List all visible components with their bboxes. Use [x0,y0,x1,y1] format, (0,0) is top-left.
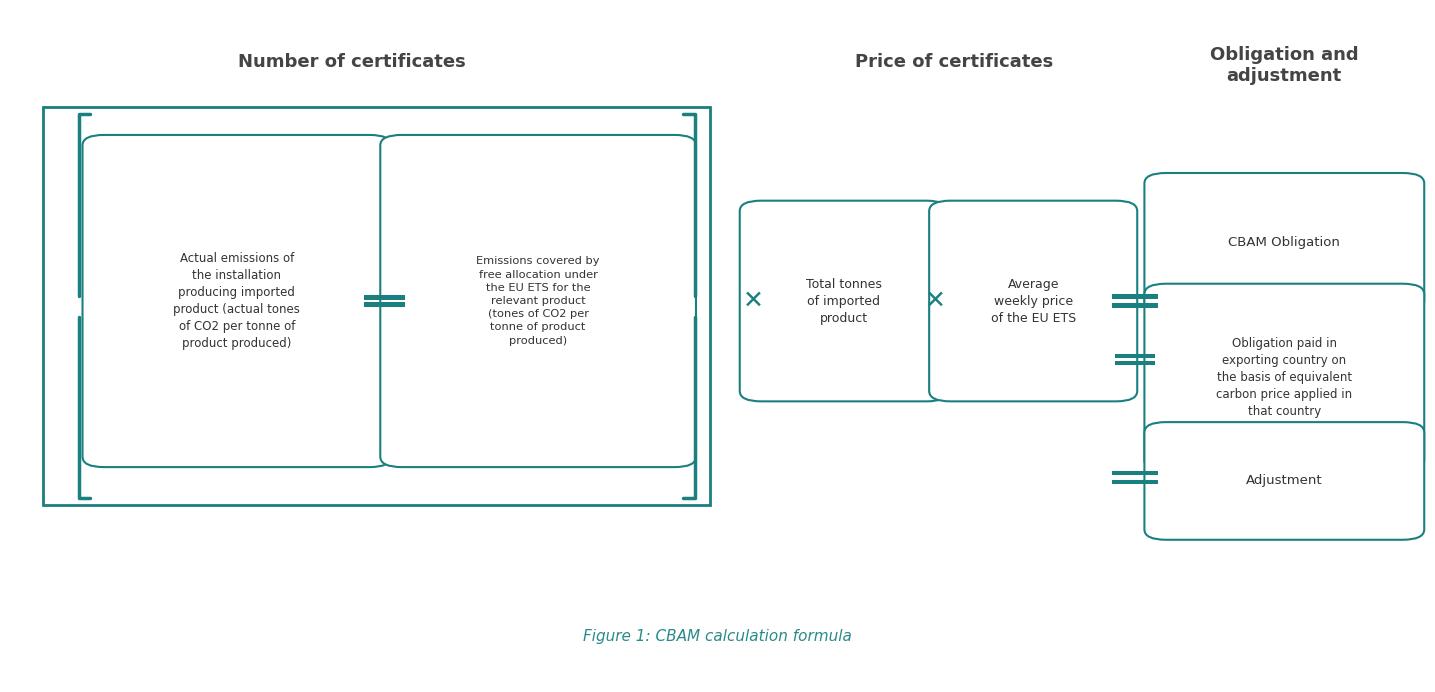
Text: Average
weekly price
of the EU ETS: Average weekly price of the EU ETS [990,277,1076,325]
FancyBboxPatch shape [1115,354,1155,358]
FancyBboxPatch shape [83,135,390,467]
Text: Obligation and
adjustment: Obligation and adjustment [1210,46,1359,85]
Text: Figure 1: CBAM calculation formula: Figure 1: CBAM calculation formula [583,629,852,644]
FancyBboxPatch shape [1145,422,1424,540]
FancyBboxPatch shape [1145,284,1424,471]
FancyBboxPatch shape [364,302,405,307]
Text: Emissions covered by
free allocation under
the EU ETS for the
relevant product
(: Emissions covered by free allocation und… [476,257,600,345]
FancyBboxPatch shape [1112,294,1158,299]
FancyBboxPatch shape [1112,303,1158,308]
Text: Adjustment: Adjustment [1246,475,1323,487]
FancyBboxPatch shape [740,201,947,401]
Text: CBAM Obligation: CBAM Obligation [1228,236,1340,248]
Text: Obligation paid in
exporting country on
the basis of equivalent
carbon price app: Obligation paid in exporting country on … [1217,336,1352,418]
Text: Number of certificates: Number of certificates [238,53,465,71]
FancyBboxPatch shape [1112,471,1158,475]
FancyBboxPatch shape [1112,480,1158,484]
FancyBboxPatch shape [1115,361,1155,365]
FancyBboxPatch shape [43,107,710,505]
FancyBboxPatch shape [930,201,1137,401]
Text: Price of certificates: Price of certificates [855,53,1053,71]
Text: Total tonnes
of imported
product: Total tonnes of imported product [806,277,881,325]
FancyBboxPatch shape [364,295,405,300]
Text: Actual emissions of
the installation
producing imported
product (actual tones
of: Actual emissions of the installation pro… [174,252,300,350]
Text: ✕: ✕ [743,289,763,313]
FancyBboxPatch shape [1145,173,1424,311]
Text: ✕: ✕ [926,289,946,313]
FancyBboxPatch shape [380,135,696,467]
